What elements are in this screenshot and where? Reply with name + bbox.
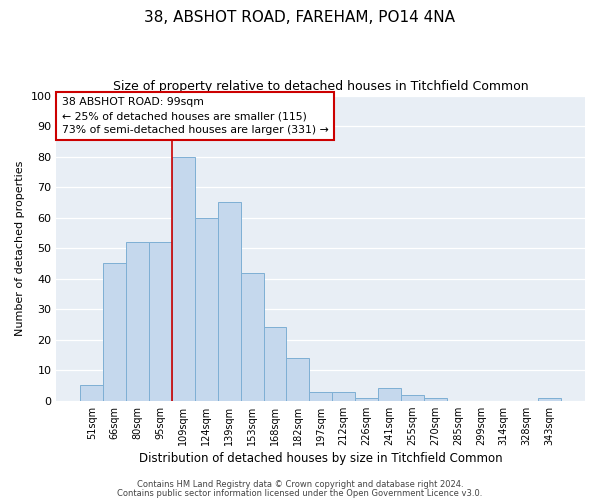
X-axis label: Distribution of detached houses by size in Titchfield Common: Distribution of detached houses by size … bbox=[139, 452, 503, 465]
Bar bbox=[103, 264, 126, 400]
Text: Contains HM Land Registry data © Crown copyright and database right 2024.: Contains HM Land Registry data © Crown c… bbox=[137, 480, 463, 489]
Bar bbox=[126, 242, 149, 400]
Bar bbox=[241, 272, 263, 400]
Bar bbox=[149, 242, 172, 400]
Bar bbox=[424, 398, 446, 400]
Bar bbox=[195, 218, 218, 400]
Bar bbox=[355, 398, 378, 400]
Bar bbox=[538, 398, 561, 400]
Y-axis label: Number of detached properties: Number of detached properties bbox=[15, 160, 25, 336]
Bar bbox=[332, 392, 355, 400]
Text: 38 ABSHOT ROAD: 99sqm
← 25% of detached houses are smaller (115)
73% of semi-det: 38 ABSHOT ROAD: 99sqm ← 25% of detached … bbox=[62, 97, 328, 135]
Bar bbox=[80, 386, 103, 400]
Text: 38, ABSHOT ROAD, FAREHAM, PO14 4NA: 38, ABSHOT ROAD, FAREHAM, PO14 4NA bbox=[145, 10, 455, 25]
Title: Size of property relative to detached houses in Titchfield Common: Size of property relative to detached ho… bbox=[113, 80, 529, 93]
Bar bbox=[378, 388, 401, 400]
Text: Contains public sector information licensed under the Open Government Licence v3: Contains public sector information licen… bbox=[118, 489, 482, 498]
Bar bbox=[263, 328, 286, 400]
Bar bbox=[401, 394, 424, 400]
Bar bbox=[286, 358, 309, 401]
Bar bbox=[218, 202, 241, 400]
Bar bbox=[172, 156, 195, 400]
Bar bbox=[309, 392, 332, 400]
